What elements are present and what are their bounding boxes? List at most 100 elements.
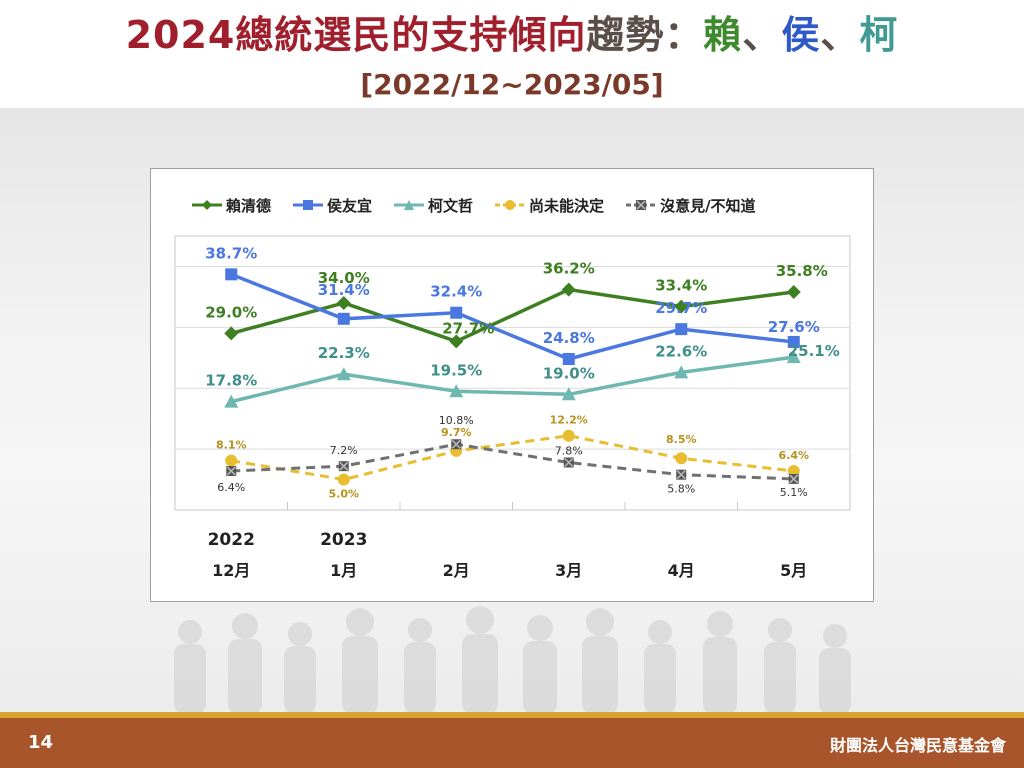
title-hou: 侯 <box>781 13 821 57</box>
page-subtitle: [2022/12~2023/05] <box>360 68 664 101</box>
data-point-4-3-cross <box>564 457 574 468</box>
data-label-4-2: 10.8% <box>439 414 474 427</box>
legend-label-no-opinion: 沒意見/不知道 <box>660 196 756 215</box>
data-point-3-0 <box>225 454 238 467</box>
x-axis-month-label: 12月 <box>212 561 250 580</box>
data-label-3-3: 12.2% <box>550 414 588 427</box>
data-label-1-4: 29.7% <box>655 299 707 317</box>
chart-legend: 賴清德 侯友宜 柯文哲 尚未能決定 沒意見/不知道 <box>192 193 778 217</box>
x-axis-year-label: 2023 <box>320 530 367 550</box>
data-point-2-1 <box>336 367 351 381</box>
data-point-4-4-cross <box>676 470 686 480</box>
data-label-2-2: 19.5% <box>430 361 482 379</box>
data-label-0-3: 36.2% <box>543 260 595 278</box>
data-point-0-1 <box>336 295 351 310</box>
title-main: 2024總統選民的支持傾向 <box>125 13 587 57</box>
organization-name: 財團法人台灣民意基金會 <box>829 736 1006 755</box>
footer-bar: 14 財團法人台灣民意基金會 <box>0 718 1024 768</box>
data-point-3-4 <box>675 452 688 465</box>
data-label-0-5: 35.8% <box>776 262 828 280</box>
legend-label-undecided: 尚未能決定 <box>529 196 605 215</box>
legend-item-hou: 侯友宜 <box>293 195 372 216</box>
legend-label-lai: 賴清德 <box>226 196 272 215</box>
legend-item-ko: 柯文哲 <box>394 195 473 216</box>
data-label-2-0: 17.8% <box>205 372 257 390</box>
legend-swatch-no-opinion <box>626 200 657 210</box>
title-trend: 趨勢 <box>586 13 665 57</box>
x-axis-month-label: 5月 <box>780 561 807 580</box>
x-axis-month-label: 1月 <box>330 561 357 580</box>
title-sep-2: 、 <box>820 13 860 57</box>
data-point-2-5 <box>786 350 801 364</box>
legend-label-ko: 柯文哲 <box>428 196 474 215</box>
data-label-3-0: 8.1% <box>216 439 247 452</box>
data-point-0-0 <box>224 326 239 341</box>
legend-item-undecided: 尚未能決定 <box>495 195 604 216</box>
series-line-2 <box>230 355 794 404</box>
data-point-1-3 <box>562 352 575 365</box>
data-point-4-1-cross <box>339 461 349 471</box>
data-point-3-1 <box>337 473 350 486</box>
data-label-3-4: 8.5% <box>666 433 697 446</box>
data-point-0-4 <box>674 299 689 314</box>
data-label-0-4: 33.4% <box>655 277 707 295</box>
data-label-3-2: 9.7% <box>441 426 472 439</box>
title-area: 2024總統選民的支持傾向趨勢：賴、侯、柯 [2022/12~2023/05] <box>0 0 1024 108</box>
line-chart: 2022 2023 12月 1月 2月 3月 4月 5月 29.0% 34.0% 27.7% 36.2… <box>174 235 851 580</box>
footer-accent-line <box>0 712 1024 718</box>
series-line-3 <box>231 434 794 482</box>
data-point-4-2-cross <box>451 439 461 449</box>
data-label-4-3: 7.8% <box>555 445 583 458</box>
x-axis-month-label: 4月 <box>668 561 695 580</box>
legend-swatch-undecided <box>495 200 526 210</box>
title-colon: ： <box>664 13 704 57</box>
legend-label-hou: 侯友宜 <box>327 196 373 215</box>
data-label-0-2: 27.7% <box>442 319 494 337</box>
data-point-4-5-cross <box>789 474 799 484</box>
data-point-2-3 <box>561 387 576 401</box>
x-axis-month-label: 3月 <box>555 561 582 580</box>
data-label-1-1: 31.4% <box>318 281 370 299</box>
series-line-4 <box>231 442 794 481</box>
data-label-2-1: 22.3% <box>318 344 370 362</box>
data-label-0-1: 34.0% <box>318 269 370 287</box>
data-point-2-4 <box>674 365 689 379</box>
legend-swatch-hou <box>293 200 324 210</box>
data-label-1-0: 38.7% <box>205 244 257 262</box>
x-axis-year-label: 2022 <box>208 530 255 550</box>
data-label-3-1: 5.0% <box>328 488 359 501</box>
legend-item-no-opinion: 沒意見/不知道 <box>626 195 756 216</box>
data-label-4-1: 7.2% <box>330 444 358 457</box>
data-point-0-3 <box>561 282 576 297</box>
series-line-1 <box>230 272 794 361</box>
data-point-0-2 <box>449 334 464 349</box>
data-point-1-5 <box>787 335 800 348</box>
data-point-4-0-cross <box>226 466 236 476</box>
title-ko: 柯 <box>859 13 899 57</box>
data-point-1-2 <box>450 306 463 319</box>
data-point-2-2 <box>449 384 464 398</box>
legend-item-lai: 賴清德 <box>192 195 271 216</box>
data-label-4-4: 5.8% <box>667 483 695 496</box>
crowd-silhouette-decoration <box>174 606 851 712</box>
data-label-2-4: 22.6% <box>655 342 707 360</box>
data-label-3-5: 6.4% <box>778 449 809 462</box>
data-label-1-2: 32.4% <box>430 283 482 301</box>
data-label-0-0: 29.0% <box>205 303 257 321</box>
data-point-1-0 <box>225 268 238 281</box>
data-label-2-3: 19.0% <box>543 364 595 382</box>
x-axis-month-label: 2月 <box>443 561 470 580</box>
title-sep-1: 、 <box>742 13 782 57</box>
data-point-2-0 <box>224 394 239 408</box>
legend-swatch-lai <box>192 200 222 210</box>
data-label-1-3: 24.8% <box>543 329 595 347</box>
page-number: 14 <box>28 732 54 753</box>
data-point-1-1 <box>337 312 350 325</box>
page-title: 2024總統選民的支持傾向趨勢：賴、侯、柯 <box>0 4 1024 59</box>
series-line-0 <box>230 287 794 344</box>
data-point-0-5 <box>786 285 801 300</box>
title-lai: 賴 <box>703 13 743 57</box>
data-label-2-5: 25.1% <box>788 342 840 360</box>
legend-swatch-ko <box>394 200 425 210</box>
data-label-4-0: 6.4% <box>217 481 245 494</box>
